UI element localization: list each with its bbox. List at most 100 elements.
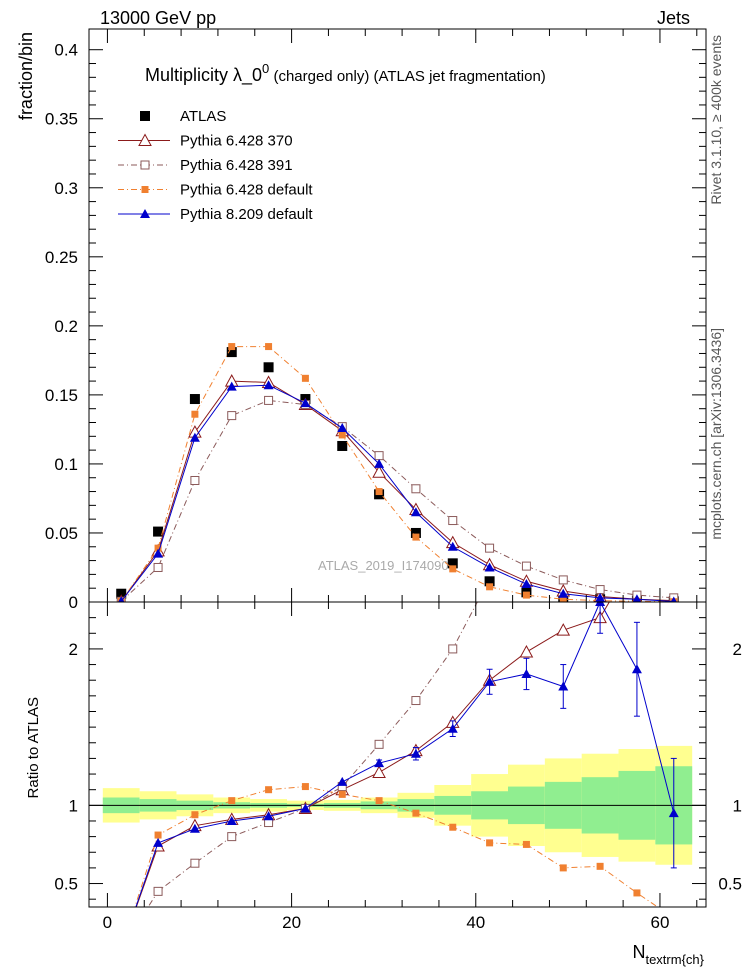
ratio-point: [410, 748, 421, 758]
ratio-point: [227, 832, 237, 842]
legend-label: Pythia 6.428 default: [180, 182, 313, 199]
data-point: [412, 533, 420, 541]
ratio-ytick-label: 2: [69, 640, 78, 659]
ratio-plot: 0.5 0.51 12 20 20 40 60 Ratio to ATLAS Ntextrm…: [25, 601, 742, 967]
ratio-plot-xlabel-sub: textrm{ch}: [645, 952, 704, 967]
series-line: [120, 380, 674, 602]
legend: ATLAS Pythia 6.428 370 Pythia 6.428 391 Pyt…: [118, 108, 313, 223]
data-point: [300, 398, 311, 408]
main-plot-title-sup: 0: [262, 61, 269, 76]
ratio-point: [559, 864, 567, 872]
ratio-point: [228, 797, 236, 805]
ratio-point: [300, 803, 311, 813]
ratio-point: [337, 776, 348, 786]
main-ytick-label: 0.2: [54, 317, 78, 336]
data-point: [263, 362, 274, 373]
ratio-point: [484, 676, 495, 686]
ratio-point: [412, 809, 420, 817]
data-point: [189, 394, 200, 405]
legend-marker: [140, 111, 150, 121]
ratio-point: [558, 681, 569, 691]
legend-item: ATLAS: [140, 108, 226, 125]
data-point: [410, 527, 421, 538]
data-point: [337, 423, 348, 433]
legend-label: ATLAS: [180, 108, 226, 125]
data-point: [411, 484, 421, 494]
ratio-point: [411, 696, 421, 706]
legend-marker: [138, 133, 152, 146]
ratio-plot-ylabel: Ratio to ATLAS: [25, 697, 42, 798]
ratio-point: [521, 668, 532, 678]
ratio-point: [226, 815, 237, 825]
ratio-ytick-label: 0.5: [54, 875, 78, 894]
header-left: 13000 GeV pp: [100, 8, 216, 28]
data-point: [116, 588, 127, 599]
main-ytick-label: 0.25: [45, 248, 78, 267]
main-plot: ATLAS_2019_I1740909 00.050.10.150.20.250…: [16, 28, 707, 612]
legend-marker: [140, 160, 150, 170]
ratio-plot-xlabel-main: N: [632, 942, 645, 962]
data-point: [485, 543, 495, 553]
data-point: [338, 431, 346, 439]
data-point: [521, 561, 531, 571]
ratio-ytick-label-right: 1: [733, 796, 742, 815]
data-point: [522, 591, 530, 599]
data-point: [189, 432, 200, 442]
ratio-point: [301, 783, 309, 791]
data-point: [337, 440, 348, 451]
data-point: [118, 596, 125, 602]
data-point: [559, 595, 567, 602]
legend-item: Pythia 6.428 default: [118, 182, 313, 199]
ratio-xtick-label: 60: [650, 913, 669, 932]
data-point: [265, 343, 273, 351]
ratio-point: [265, 786, 273, 794]
data-point: [521, 579, 532, 589]
ratio-series-pythia-8-209-default: [135, 602, 679, 907]
ratio-ytick-label-right: 2: [733, 640, 742, 659]
series-line: [120, 346, 674, 602]
series-line: [120, 384, 674, 602]
ratio-point: [633, 889, 641, 897]
legend-item: Pythia 6.428 391: [118, 157, 293, 174]
side-label-rivet: Rivet 3.1.10, ≥ 400k events: [708, 35, 724, 205]
data-point: [410, 507, 421, 517]
data-point: [449, 565, 457, 573]
data-point: [228, 343, 236, 351]
ratio-point: [374, 739, 384, 749]
data-point: [632, 594, 642, 602]
ratio-point: [191, 811, 199, 819]
main-plot-title-rest: (charged only) (ATLAS jet fragmentation): [269, 68, 546, 85]
main-ytick-label: 0.35: [45, 110, 78, 129]
legend-item: Pythia 8.209 default: [118, 206, 313, 223]
main-plot-axes: 0 0.05 0.1 0.15 0.2 0.25 0.3 0.35 0.4: [45, 29, 706, 612]
data-point: [558, 588, 569, 598]
header-right: Jets: [657, 8, 690, 28]
ratio-plot-frame: [88, 601, 707, 908]
legend-marker: [141, 186, 149, 193]
ratio-point: [449, 823, 457, 831]
main-plot-series: [116, 343, 679, 602]
data-point: [595, 592, 606, 602]
ratio-point: [372, 765, 386, 778]
data-point: [153, 562, 163, 572]
ratio-plot-xlabel: Ntextrm{ch}: [632, 942, 704, 967]
ratio-point: [522, 840, 530, 848]
ratio-point: [668, 808, 679, 818]
main-plot-ylabel: fraction/bin: [16, 32, 36, 120]
ratio-series-pythia-6-428-default: [134, 783, 659, 907]
main-plot-title: Multiplicity λ_00 (charged only) (ATLAS …: [145, 61, 546, 86]
data-point: [374, 451, 384, 461]
ratio-point: [596, 862, 604, 870]
ratio-xtick-label: 40: [466, 913, 485, 932]
legend-label: Pythia 6.428 391: [180, 157, 293, 174]
data-point: [264, 395, 274, 405]
series-pythia-8-209-default: [118, 380, 677, 602]
main-ytick-label: 0.3: [54, 179, 78, 198]
watermark: ATLAS_2019_I1740909: [318, 558, 456, 573]
data-point: [484, 562, 495, 572]
legend-label: Pythia 8.209 default: [180, 206, 313, 223]
ratio-point: [189, 823, 200, 833]
data-point: [484, 576, 495, 587]
main-ytick-label: 0.05: [45, 524, 78, 543]
